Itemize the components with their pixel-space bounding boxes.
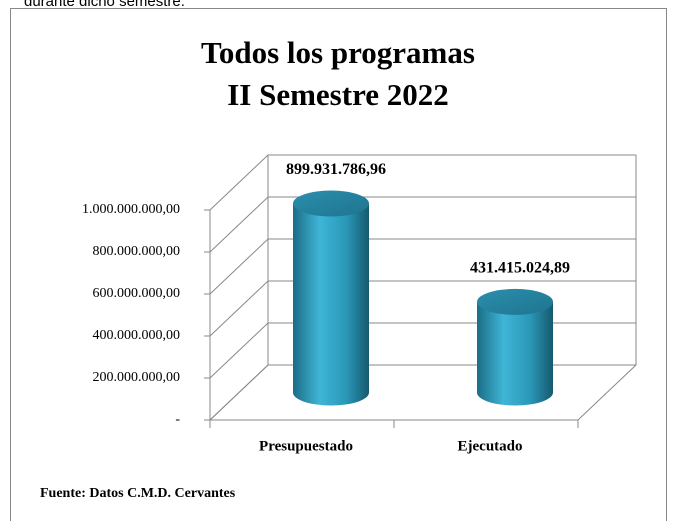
chart-title: II Semestre 2022 (227, 77, 449, 112)
y-tick-label: 1.000.000.000,00 (82, 202, 180, 217)
value-label: 431.415.024,89 (470, 260, 570, 277)
y-tick-label: 400.000.000,00 (93, 328, 181, 343)
chart-title: Todos los programas (201, 35, 475, 70)
y-tick-label: 800.000.000,00 (93, 244, 181, 259)
floor-edge (210, 364, 637, 421)
grid-line (209, 154, 636, 211)
grid-line (209, 196, 636, 253)
grid-line (209, 364, 636, 421)
grid-line (209, 238, 636, 295)
y-tick-label: 200.000.000,00 (93, 370, 181, 385)
x-tick-label: Presupuestado (259, 438, 353, 454)
y-tick-label: 600.000.000,00 (93, 286, 181, 301)
cylinder-top (293, 190, 369, 217)
value-label: 899.931.786,96 (286, 161, 386, 178)
cylinder (477, 301, 553, 406)
source-note: Fuente: Datos C.M.D. Cervantes (40, 486, 236, 501)
x-tick-label: Ejecutado (458, 438, 523, 454)
header-text: durante dicho semestre. (24, 0, 185, 10)
grid-line (209, 322, 636, 379)
plot-walls (209, 155, 637, 428)
cylinder-top (477, 288, 553, 315)
left-wall-edge (209, 155, 269, 421)
grid-line (209, 280, 636, 337)
chart-frame (10, 8, 667, 521)
y-tick-label: - (175, 412, 180, 427)
cylinder (293, 203, 369, 406)
